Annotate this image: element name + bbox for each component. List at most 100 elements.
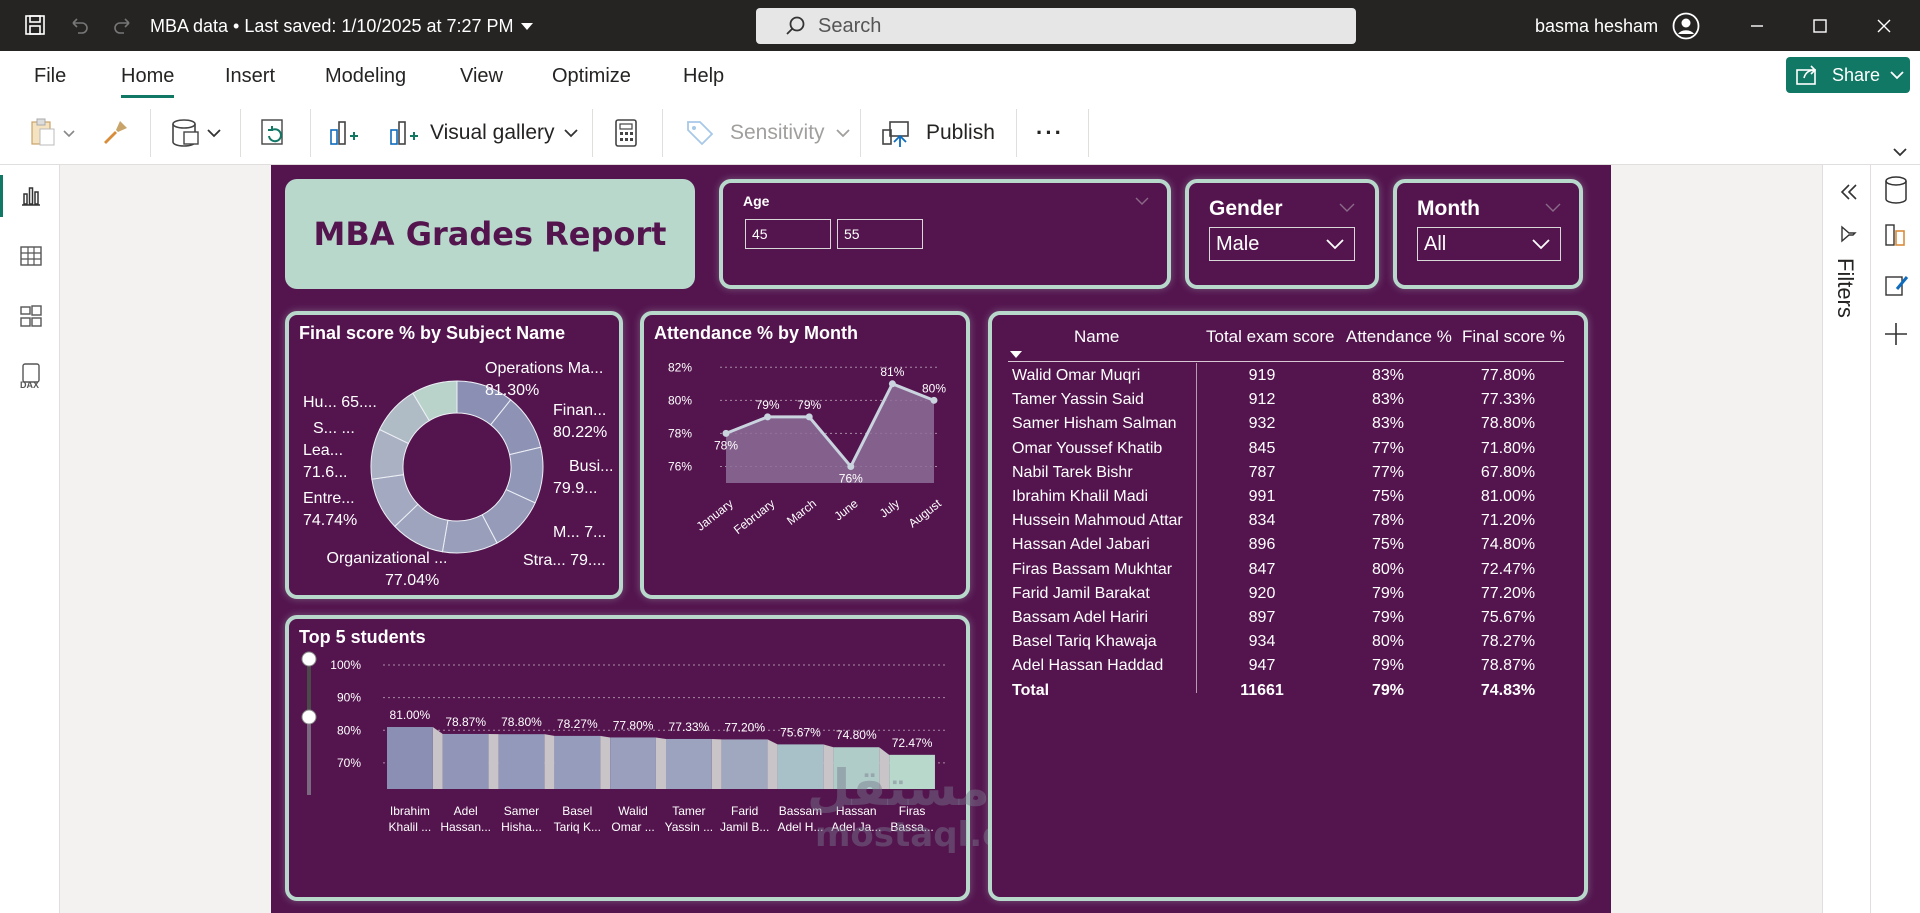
data-pane-icon[interactable] <box>1883 175 1909 205</box>
publish-button[interactable]: Publish <box>880 118 995 148</box>
bar-connector <box>600 735 611 789</box>
attendance-area-chart[interactable]: Attendance % by Month 82% 80% 78% 76% 78% 79%… <box>640 311 970 599</box>
col-header-exam-score[interactable]: Total exam score <box>1206 327 1335 346</box>
table-cell: 72.47% <box>1480 560 1536 578</box>
month-dropdown[interactable]: All <box>1417 227 1561 261</box>
close-icon[interactable] <box>1872 14 1896 38</box>
month-slicer[interactable]: Month All <box>1393 179 1583 289</box>
active-indicator <box>0 175 3 217</box>
get-data-button[interactable] <box>170 118 226 148</box>
tab-help[interactable]: Help <box>683 65 725 87</box>
donut-label-name: Operations Ma... <box>485 360 603 377</box>
age-max-input[interactable]: 55 <box>837 219 923 249</box>
gender-slicer[interactable]: Gender Male <box>1185 179 1379 289</box>
bar <box>554 735 601 789</box>
top-students-bar-chart[interactable]: Top 5 students 100% 90% 80% 70% 81.00% Ibrahi… <box>285 615 1061 901</box>
table-row[interactable]: Tamer Yassin Said 912 83% 77.33% <box>1008 391 1568 415</box>
format-painter-button[interactable] <box>100 118 130 148</box>
table-row[interactable]: Bassam Adel Hariri 897 79% 75.67% <box>1008 609 1568 633</box>
search-placeholder: Search <box>818 14 882 37</box>
data-point <box>722 429 730 437</box>
data-label: 76% <box>839 471 863 485</box>
table-row[interactable]: Ibrahim Khalil Madi 991 75% 81.00% <box>1008 488 1568 512</box>
table-view-icon[interactable] <box>17 242 45 270</box>
tab-view[interactable]: View <box>460 65 503 87</box>
add-pane-icon[interactable] <box>1883 321 1909 347</box>
table-row[interactable]: Hussein Mahmoud Attar 834 78% 71.20% <box>1008 512 1568 536</box>
table-row[interactable]: Firas Bassam Mukhtar 847 80% 72.47% <box>1008 561 1568 585</box>
sensitivity-button[interactable]: Sensitivity <box>684 118 851 148</box>
publish-icon <box>882 121 909 147</box>
donut-label-name: Organizational ... <box>327 550 448 567</box>
bar-data-label: 78.87% <box>445 715 486 729</box>
table-cell: 897 <box>1248 609 1276 626</box>
table-cell: Hassan Adel Jabari <box>1012 536 1150 554</box>
tab-modeling[interactable]: Modeling <box>325 65 407 87</box>
x-tick-label: Ibrahim <box>390 804 430 818</box>
table-row[interactable]: Hassan Adel Jabari 896 75% 74.80% <box>1008 536 1568 560</box>
gender-dropdown[interactable]: Male <box>1209 227 1355 261</box>
document-title[interactable]: MBA data • Last saved: 1/10/2025 at 7:27… <box>150 16 514 36</box>
expand-pane-icon[interactable] <box>1839 183 1859 201</box>
format-pane-icon[interactable] <box>1883 271 1909 301</box>
table-cell: Hussein Mahmoud Attar <box>1012 512 1183 530</box>
table-row[interactable]: Adel Hassan Haddad 947 79% 78.87% <box>1008 657 1568 681</box>
table-cell: 912 <box>1248 391 1276 409</box>
table-row[interactable]: Walid Omar Muqri 919 83% 77.80% <box>1008 367 1568 391</box>
tab-file[interactable]: File <box>34 65 67 87</box>
age-min-input[interactable]: 45 <box>745 219 831 249</box>
col-header-attendance[interactable]: Attendance % <box>1346 327 1452 346</box>
more-options-button[interactable]: ··· <box>1036 120 1064 145</box>
visualizations-pane-icon[interactable] <box>1883 221 1909 251</box>
calculator-button[interactable] <box>612 118 640 148</box>
visual-gallery-button[interactable]: Visual gallery <box>388 118 579 148</box>
table-cell: 77.33% <box>1480 391 1536 409</box>
table-cell: 83% <box>1371 391 1405 409</box>
redo-icon[interactable] <box>112 14 134 36</box>
x-tick-label: Basel <box>562 804 592 818</box>
table-row[interactable]: Nabil Tarek Bishr 787 77% 67.80% <box>1008 464 1568 488</box>
new-visual-button[interactable] <box>328 118 360 148</box>
tab-optimize[interactable]: Optimize <box>552 65 631 87</box>
y-tick-label: 90% <box>337 691 361 705</box>
dax-query-view-icon[interactable]: DAX <box>17 362 45 390</box>
table-row[interactable]: Farid Jamil Barakat 920 79% 77.20% <box>1008 585 1568 609</box>
tab-insert[interactable]: Insert <box>225 65 276 87</box>
col-header-final-score[interactable]: Final score % <box>1462 327 1565 346</box>
bar <box>387 727 433 789</box>
age-slicer[interactable]: Age 45 55 <box>719 179 1171 289</box>
table-total-row[interactable]: Total 11661 79% 74.83% <box>1008 682 1568 706</box>
table-row[interactable]: Samer Hisham Salman 932 83% 78.80% <box>1008 415 1568 439</box>
chevron-down-icon[interactable] <box>516 16 538 38</box>
undo-icon[interactable] <box>68 14 90 36</box>
sort-descending-icon[interactable] <box>1010 351 1022 359</box>
area-fill <box>726 383 934 483</box>
model-view-icon[interactable] <box>17 302 45 330</box>
paste-button[interactable] <box>28 118 76 148</box>
table-row[interactable]: Omar Youssef Khatib 845 77% 71.80% <box>1008 440 1568 464</box>
data-point <box>888 380 896 388</box>
tab-home[interactable]: Home <box>121 65 175 98</box>
share-button[interactable]: Share <box>1786 57 1910 93</box>
collapse-ribbon-icon[interactable] <box>1892 137 1908 167</box>
table-cell: 896 <box>1248 536 1276 554</box>
bar-connector <box>767 739 778 789</box>
maximize-icon[interactable] <box>1808 14 1832 38</box>
refresh-button[interactable] <box>258 118 288 148</box>
save-icon[interactable] <box>24 14 46 36</box>
minimize-icon[interactable] <box>1745 14 1769 38</box>
report-view-icon[interactable] <box>17 182 45 210</box>
filters-label[interactable]: Filters <box>1833 258 1858 318</box>
table-row[interactable]: Basel Tariq Khawaja 934 80% 78.27% <box>1008 633 1568 657</box>
subject-donut-chart[interactable]: Final score % by Subject Name Operations… <box>285 311 623 599</box>
avatar[interactable] <box>1672 12 1700 40</box>
table-cell: 71.20% <box>1480 512 1536 530</box>
y-tick-label: 80% <box>668 393 692 407</box>
table-cell: 847 <box>1248 560 1276 578</box>
col-header-name[interactable]: Name <box>1074 327 1120 346</box>
new-visual-icon <box>330 121 358 145</box>
table-cell: 77.20% <box>1480 584 1536 602</box>
students-table[interactable]: Name Total exam score Attendance % Final… <box>988 311 1588 901</box>
search-box[interactable]: Search <box>756 8 1356 44</box>
table-cell: 991 <box>1248 488 1276 505</box>
